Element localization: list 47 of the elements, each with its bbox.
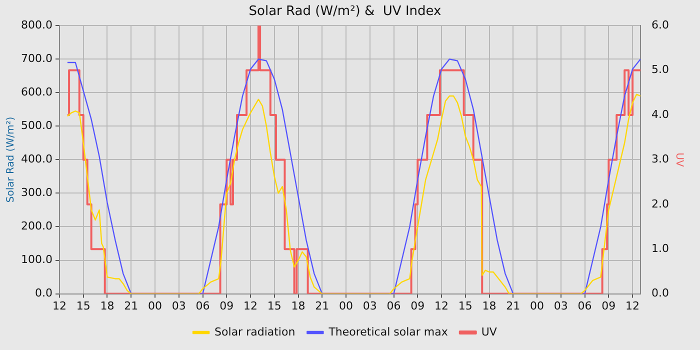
y2-tick-label: 0.0 xyxy=(652,286,670,300)
y2-tick-label: 6.0 xyxy=(652,18,670,32)
x-tick-label: 09 xyxy=(220,299,234,312)
x-tick-label: 00 xyxy=(339,299,354,312)
x-tick-label: 03 xyxy=(172,299,186,312)
y-tick-label: 0.0 xyxy=(34,286,52,300)
x-tick-label: 00 xyxy=(148,299,162,312)
y2-tick-label: 4.0 xyxy=(652,108,670,121)
y2-axis-title: UV xyxy=(673,152,684,167)
legend-label: UV xyxy=(481,325,498,338)
x-tick-label: 09 xyxy=(602,299,616,312)
y-tick-label: 100.0 xyxy=(20,253,52,266)
x-tick-label: 12 xyxy=(244,299,258,312)
y2-tick-label: 3.0 xyxy=(652,152,670,166)
x-tick-label: 00 xyxy=(530,299,544,312)
legend-label: Theoretical solar max xyxy=(328,325,448,338)
x-tick-label: 15 xyxy=(458,299,472,312)
y2-tick-label: 2.0 xyxy=(652,197,670,210)
x-tick-label: 06 xyxy=(386,299,401,312)
x-tick-label: 18 xyxy=(100,299,114,312)
x-tick-label: 21 xyxy=(315,299,330,312)
x-tick-label: 12 xyxy=(626,299,640,312)
x-tick-label: 06 xyxy=(196,299,210,312)
x-tick-label: 18 xyxy=(482,299,496,312)
x-tick-label: 03 xyxy=(554,299,568,312)
x-tick-label: 12 xyxy=(434,299,449,312)
y-tick-label: 800.0 xyxy=(20,18,52,32)
y-tick-label: 700.0 xyxy=(20,52,52,65)
y-tick-label: 400.0 xyxy=(20,152,52,166)
x-tick-label: 15 xyxy=(76,299,90,312)
x-tick-label: 15 xyxy=(267,299,282,312)
y-tick-label: 300.0 xyxy=(20,186,52,200)
x-tick-label: 18 xyxy=(291,299,306,312)
y-tick-label: 500.0 xyxy=(20,119,52,132)
chart-title: Solar Rad (W/m²) & UV Index xyxy=(248,4,442,20)
x-tick-label: 06 xyxy=(578,299,592,312)
x-tick-label: 03 xyxy=(362,299,377,312)
y-axis-title: Solar Rad (W/m²) xyxy=(6,116,17,203)
x-tick-label: 12 xyxy=(52,299,66,312)
y2-tick-label: 5.0 xyxy=(652,63,670,76)
x-tick-label: 09 xyxy=(410,299,425,312)
y2-tick-label: 1.0 xyxy=(652,242,670,255)
x-tick-label: 21 xyxy=(124,299,138,312)
legend-label: Solar radiation xyxy=(214,325,296,338)
y-tick-label: 600.0 xyxy=(20,86,52,99)
y-tick-label: 200.0 xyxy=(20,220,52,233)
x-tick-label: 21 xyxy=(506,299,520,312)
